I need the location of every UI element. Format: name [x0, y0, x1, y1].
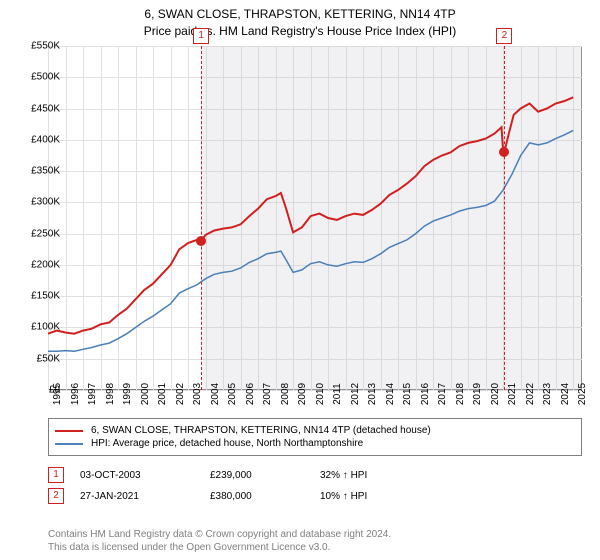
xtick-label: 2001 [157, 383, 168, 405]
xtick-label: 1997 [87, 383, 98, 405]
xtick-label: 1998 [105, 383, 116, 405]
legend-row-hpi: HPI: Average price, detached house, Nort… [55, 438, 575, 449]
xtick-label: 2019 [472, 383, 483, 405]
xtick-label: 2005 [227, 383, 238, 405]
xtick-label: 1999 [122, 383, 133, 405]
xtick-label: 2011 [332, 383, 343, 405]
sales-date-2: 27-JAN-2021 [80, 491, 210, 502]
ytick-label: £50K [37, 353, 60, 364]
xtick-label: 2021 [507, 383, 518, 405]
xtick-label: 2004 [210, 383, 221, 405]
xtick-label: 2022 [525, 383, 536, 405]
xtick-label: 2025 [577, 383, 588, 405]
sales-row-1: 1 03-OCT-2003 £239,000 32% ↑ HPI [48, 467, 582, 483]
xtick-label: 2018 [455, 383, 466, 405]
sales-date-1: 03-OCT-2003 [80, 470, 210, 481]
ytick-label: £150K [31, 291, 60, 302]
xtick-label: 1996 [70, 383, 81, 405]
xtick-label: 2008 [280, 383, 291, 405]
xtick-label: 1995 [52, 383, 63, 405]
footnote-line1: Contains HM Land Registry data © Crown c… [48, 528, 391, 541]
ytick-label: £100K [31, 322, 60, 333]
series-lines [48, 46, 582, 390]
xtick-label: 2009 [297, 383, 308, 405]
legend: 6, SWAN CLOSE, THRAPSTON, KETTERING, NN1… [48, 418, 582, 456]
ytick-label: £550K [31, 41, 60, 52]
ytick-label: £450K [31, 103, 60, 114]
footnote: Contains HM Land Registry data © Crown c… [48, 528, 391, 554]
xtick-label: 2007 [262, 383, 273, 405]
sales-marker-1: 1 [48, 467, 64, 483]
xtick-label: 2024 [560, 383, 571, 405]
ytick-label: £250K [31, 228, 60, 239]
sales-table: 1 03-OCT-2003 £239,000 32% ↑ HPI 2 27-JA… [48, 462, 582, 509]
ytick-label: £500K [31, 72, 60, 83]
xtick-label: 2000 [140, 383, 151, 405]
sales-price-1: £239,000 [210, 470, 320, 481]
xtick-label: 2006 [245, 383, 256, 405]
ytick-label: £200K [31, 259, 60, 270]
legend-label-property: 6, SWAN CLOSE, THRAPSTON, KETTERING, NN1… [91, 425, 431, 436]
marker-box: 1 [193, 28, 209, 44]
marker-box: 2 [496, 28, 512, 44]
sales-hpi-1: 32% ↑ HPI [320, 470, 440, 481]
footnote-line2: This data is licensed under the Open Gov… [48, 541, 391, 554]
ytick-label: £350K [31, 166, 60, 177]
xtick-label: 2010 [315, 383, 326, 405]
xtick-label: 2003 [192, 383, 203, 405]
xtick-label: 2017 [437, 383, 448, 405]
legend-row-property: 6, SWAN CLOSE, THRAPSTON, KETTERING, NN1… [55, 425, 575, 436]
sales-marker-2: 2 [48, 488, 64, 504]
chart-container: 6, SWAN CLOSE, THRAPSTON, KETTERING, NN1… [0, 0, 600, 560]
xtick-label: 2023 [542, 383, 553, 405]
ytick-label: £300K [31, 197, 60, 208]
xtick-label: 2002 [175, 383, 186, 405]
sales-price-2: £380,000 [210, 491, 320, 502]
legend-swatch-property [55, 430, 83, 432]
xtick-label: 2020 [490, 383, 501, 405]
legend-swatch-hpi [55, 443, 83, 445]
title-line1: 6, SWAN CLOSE, THRAPSTON, KETTERING, NN1… [0, 6, 600, 23]
xtick-label: 2013 [367, 383, 378, 405]
ytick-label: £400K [31, 134, 60, 145]
chart-area: 12 [48, 46, 582, 390]
xtick-label: 2015 [402, 383, 413, 405]
xtick-label: 2014 [385, 383, 396, 405]
sales-hpi-2: 10% ↑ HPI [320, 491, 440, 502]
xtick-label: 2012 [350, 383, 361, 405]
legend-label-hpi: HPI: Average price, detached house, Nort… [91, 438, 363, 449]
sales-row-2: 2 27-JAN-2021 £380,000 10% ↑ HPI [48, 488, 582, 504]
xtick-label: 2016 [420, 383, 431, 405]
